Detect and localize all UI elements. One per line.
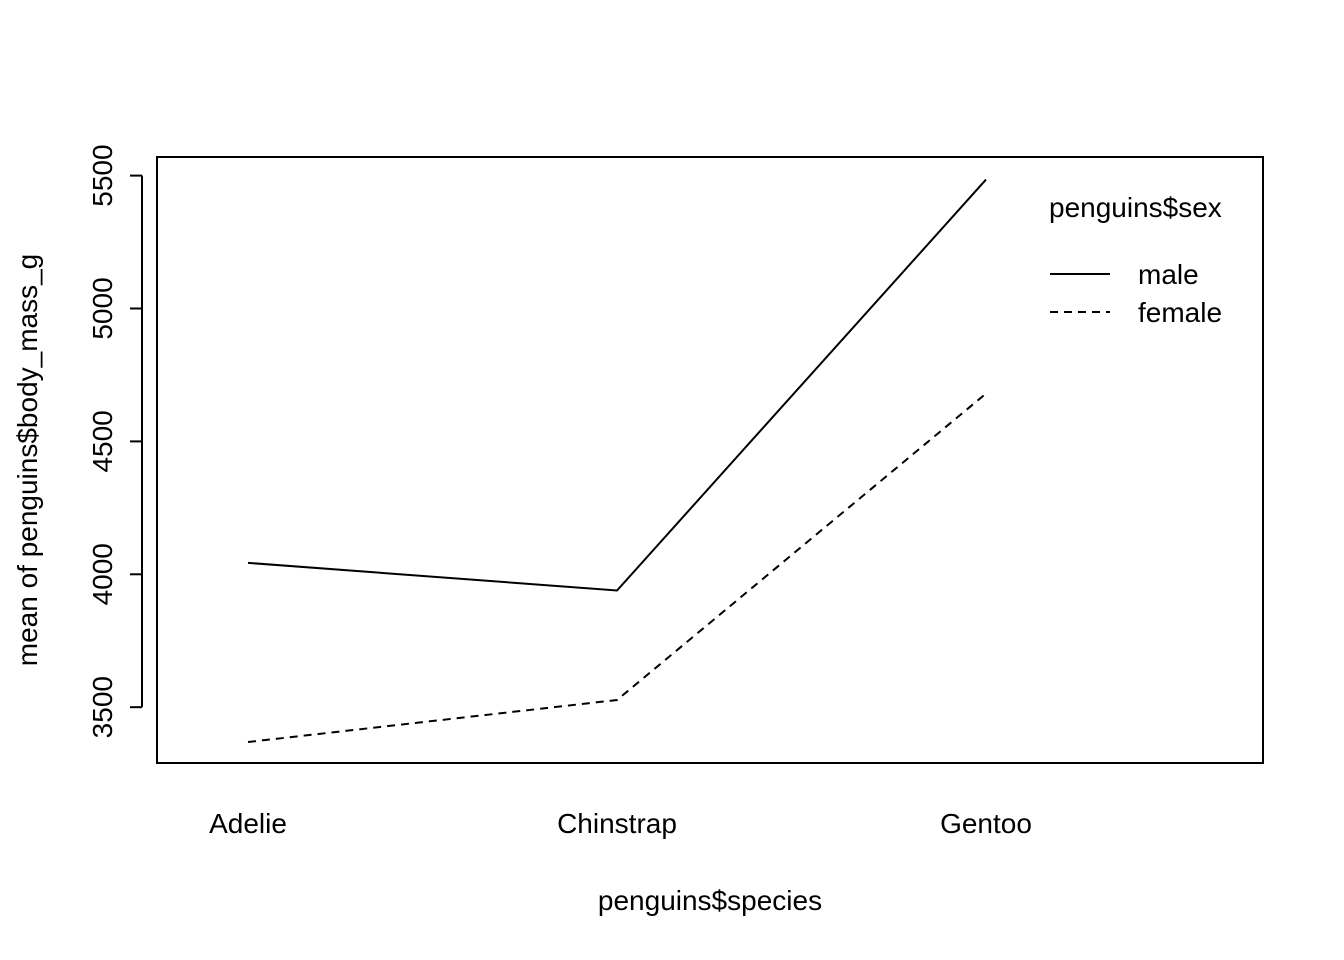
x-axis-title: penguins$species: [598, 885, 822, 916]
y-axis-title: mean of penguins$body_mass_g: [12, 254, 43, 667]
plot-frame: [156, 156, 1264, 764]
legend: penguins$sex male female: [1049, 192, 1222, 328]
y-tick-label: 5000: [87, 277, 118, 339]
x-category-label: Chinstrap: [557, 808, 677, 839]
series-lines: [247, 178, 987, 743]
y-tick-label: 4000: [87, 543, 118, 605]
legend-title: penguins$sex: [1049, 192, 1222, 223]
series-line-female: [247, 392, 987, 743]
y-tick-label: 3500: [87, 676, 118, 738]
x-axis-category-labels: Adelie Chinstrap Gentoo: [209, 808, 1032, 839]
x-category-label: Adelie: [209, 808, 287, 839]
x-category-label: Gentoo: [940, 808, 1032, 839]
y-axis: 3500 4000 4500 5000 5500: [87, 144, 143, 738]
legend-label-male: male: [1138, 259, 1199, 290]
legend-label-female: female: [1138, 297, 1222, 328]
legend-items: male female: [1050, 259, 1222, 328]
y-tick-label: 4500: [87, 410, 118, 472]
series-line-male: [247, 178, 987, 592]
y-tick-label: 5500: [87, 144, 118, 206]
